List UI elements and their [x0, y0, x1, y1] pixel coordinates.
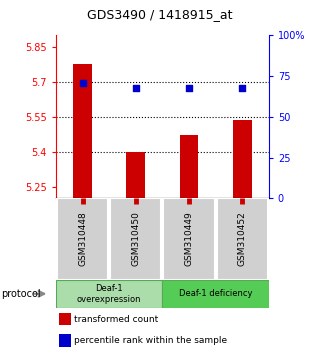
- Bar: [233, 120, 252, 198]
- Bar: [56, 280, 163, 308]
- Point: [133, 85, 138, 90]
- Text: percentile rank within the sample: percentile rank within the sample: [75, 336, 228, 345]
- Bar: [217, 198, 268, 280]
- Bar: [57, 198, 108, 280]
- Text: GSM310450: GSM310450: [131, 211, 140, 267]
- Bar: [59, 334, 71, 347]
- Point: [240, 85, 245, 90]
- Bar: [73, 64, 92, 198]
- Bar: [126, 152, 145, 198]
- Text: GDS3490 / 1418915_at: GDS3490 / 1418915_at: [87, 8, 233, 21]
- Text: GSM310449: GSM310449: [185, 212, 194, 266]
- Text: protocol: protocol: [2, 289, 41, 299]
- Text: transformed count: transformed count: [75, 314, 159, 324]
- Bar: [110, 198, 161, 280]
- Bar: [163, 280, 269, 308]
- Bar: [180, 136, 198, 198]
- Bar: [164, 198, 214, 280]
- Point: [187, 85, 192, 90]
- Text: GSM310448: GSM310448: [78, 212, 87, 266]
- Text: Deaf-1
overexpression: Deaf-1 overexpression: [77, 284, 141, 303]
- Text: Deaf-1 deficiency: Deaf-1 deficiency: [179, 289, 252, 298]
- Point: [80, 81, 85, 86]
- Bar: [59, 313, 71, 325]
- Text: GSM310452: GSM310452: [238, 212, 247, 266]
